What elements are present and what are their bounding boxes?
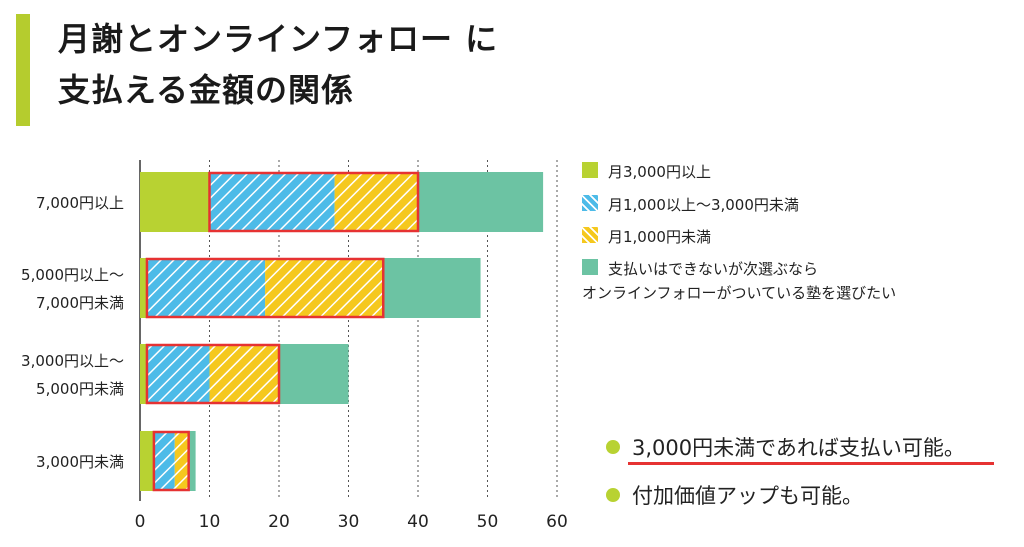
legend-item-2: 月1,000以上～3,000円未満	[582, 193, 799, 217]
legend-swatch-4	[582, 259, 598, 275]
bar-1-series-4	[418, 172, 544, 232]
x-tick-label-0: 0	[135, 512, 146, 532]
legend-label-1: 月3,000円以上	[608, 163, 711, 181]
bar-1-series-1	[140, 172, 210, 232]
legend-item-1: 月3,000円以上	[582, 160, 711, 184]
category-label-2-2: 7,000円未満	[36, 294, 124, 312]
note-text-2: 付加価値アップも可能。	[632, 484, 863, 508]
bar-3-series-4	[279, 344, 349, 404]
bar-4-series-1	[140, 431, 154, 491]
bar-1-series-3	[334, 172, 418, 232]
note-2: 付加価値アップも可能。	[606, 480, 863, 510]
legend-label-3: 月1,000円未満	[608, 228, 711, 246]
legend-swatch-2	[582, 195, 598, 211]
legend-swatch-3	[582, 227, 598, 243]
bar-2-series-1	[140, 258, 147, 318]
legend-label-4: 支払いはできないが次選ぶなら オンラインフォローがついている塾を選びたい	[582, 260, 897, 302]
legend-item-3: 月1,000円未満	[582, 225, 711, 249]
note-underline	[628, 462, 994, 465]
bar-3-series-3	[209, 344, 279, 404]
category-label-4-1: 3,000円未満	[36, 453, 124, 471]
highlight-box-1	[208, 171, 420, 233]
x-tick-label-50: 50	[477, 512, 499, 532]
x-tick-label-30: 30	[338, 512, 360, 532]
highlight-box-4	[152, 430, 190, 492]
title-line-2: 支払える金額の関係	[58, 71, 355, 109]
bar-2-series-2	[146, 258, 266, 318]
bar-1-series-2	[209, 172, 335, 232]
note-text-1: 3,000円未満であれば支払い可能。	[632, 436, 965, 460]
legend-item-4: 支払いはできないが次選ぶなら オンラインフォローがついている塾を選びたい	[582, 257, 896, 305]
title-line-1: 月謝とオンラインフォロー に	[58, 20, 499, 58]
legend-label-2: 月1,000以上～3,000円未満	[608, 196, 799, 214]
legend-swatch-1	[582, 162, 598, 178]
category-label-2-1: 5,000円以上～	[21, 266, 124, 284]
x-tick-label-10: 10	[199, 512, 221, 532]
note-bullet-2	[606, 488, 620, 502]
title-accent-bar	[16, 14, 30, 126]
bar-2-series-4	[383, 258, 481, 318]
bar-4-series-3	[174, 431, 189, 491]
note-1: 3,000円未満であれば支払い可能。	[606, 432, 965, 462]
category-label-3-2: 5,000円未満	[36, 380, 124, 398]
x-tick-label-60: 60	[546, 512, 568, 532]
bar-4-series-4	[188, 431, 196, 491]
highlight-box-3	[145, 343, 281, 405]
bar-3-series-1	[140, 344, 147, 404]
category-label-1-1: 7,000円以上	[36, 194, 124, 212]
chart-title: 月謝とオンラインフォロー に 支払える金額の関係	[58, 14, 498, 116]
x-tick-label-20: 20	[268, 512, 290, 532]
highlight-box-2	[145, 257, 385, 319]
bar-3-series-2	[146, 344, 210, 404]
x-tick-label-40: 40	[407, 512, 429, 532]
category-label-3-1: 3,000円以上～	[21, 352, 124, 370]
bar-4-series-2	[153, 431, 175, 491]
note-bullet-1	[606, 440, 620, 454]
bar-2-series-3	[265, 258, 384, 318]
